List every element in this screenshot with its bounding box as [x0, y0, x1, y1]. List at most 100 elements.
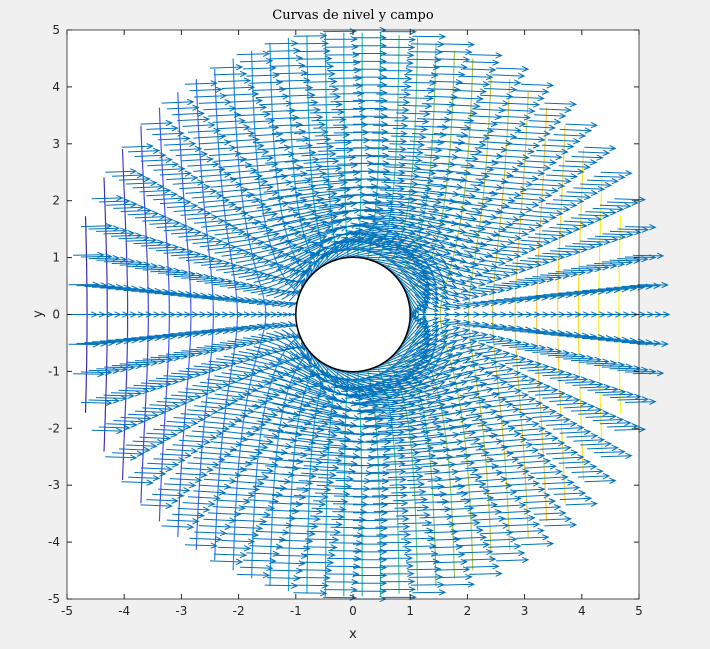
quiver-arrow — [511, 222, 544, 229]
quiver-arrow — [556, 400, 588, 407]
quiver-arrow — [498, 230, 530, 237]
quiver-arrow — [397, 102, 433, 110]
quiver-arrow — [450, 376, 481, 386]
quiver-arrow — [374, 212, 417, 220]
quiver-arrow — [400, 364, 439, 381]
quiver-arrow — [558, 163, 592, 171]
quiver-arrow — [98, 424, 131, 431]
x-tick-label: -3 — [175, 604, 187, 618]
quiver-arrow — [301, 551, 336, 559]
quiver-arrow — [557, 376, 589, 383]
quiver-arrow — [431, 71, 466, 78]
quiver-arrow — [104, 364, 136, 371]
quiver-arrow — [402, 460, 439, 467]
quiver-arrow — [454, 420, 488, 428]
quiver-arrow — [189, 536, 223, 543]
quiver-arrow — [187, 461, 220, 468]
quiver-arrow — [353, 223, 399, 230]
quiver-arrow — [629, 282, 661, 289]
quiver-arrow — [173, 206, 206, 213]
quiver-arrow — [477, 363, 507, 371]
quiver-arrow — [451, 179, 486, 186]
quiver-arrow — [637, 281, 669, 289]
quiver-arrow — [159, 170, 193, 177]
quiver-arrow — [166, 447, 199, 455]
quiver-arrow — [256, 299, 279, 306]
quiver-arrow — [466, 563, 500, 570]
quiver-arrow — [146, 497, 179, 504]
quiver-arrow — [339, 183, 379, 190]
quiver-arrow — [422, 236, 457, 248]
quiver-arrow — [187, 214, 219, 221]
quiver-arrow — [401, 386, 440, 399]
quiver-arrow — [252, 86, 287, 93]
quiver-arrow — [158, 487, 191, 494]
quiver-arrow — [314, 131, 351, 139]
quiver-arrow — [326, 184, 365, 191]
quiver-arrow — [414, 446, 451, 453]
quiver-arrow — [324, 578, 359, 586]
quiver-arrow — [409, 402, 446, 412]
quiver-arrow — [163, 396, 195, 403]
quiver-arrow — [155, 246, 187, 253]
quiver-arrow — [592, 416, 625, 423]
quiver-arrow — [249, 455, 284, 462]
quiver-arrow — [459, 195, 494, 203]
quiver-arrow — [210, 416, 243, 423]
quiver-arrow — [592, 206, 625, 213]
quiver-arrow — [430, 483, 466, 490]
quiver-arrow — [148, 244, 180, 251]
quiver-arrow — [409, 217, 446, 227]
quiver-arrow — [219, 162, 253, 169]
quiver-arrow — [222, 191, 255, 199]
quiver-arrow — [329, 532, 365, 539]
quiver-arrow — [104, 258, 136, 265]
quiver-arrow — [178, 232, 210, 239]
quiver-arrow — [271, 62, 306, 69]
quiver-arrow — [231, 269, 259, 276]
quiver-arrow — [545, 201, 578, 209]
quiver-arrow — [280, 438, 317, 446]
quiver-arrow — [331, 106, 367, 113]
quiver-arrow — [316, 139, 353, 146]
quiver-arrow — [296, 486, 332, 493]
quiver-arrow — [414, 176, 451, 183]
quiver-arrow — [293, 128, 329, 136]
quiver-arrow — [148, 378, 180, 385]
quiver-arrow — [402, 162, 439, 169]
quiver-arrow — [248, 373, 278, 383]
quiver-arrow — [392, 496, 429, 503]
quiver-arrow — [570, 406, 603, 414]
quiver-arrow — [293, 235, 328, 250]
quiver-arrow — [512, 261, 543, 268]
quiver-arrow — [452, 481, 487, 488]
quiver-arrow — [286, 515, 322, 523]
quiver-arrow — [437, 423, 472, 431]
quiver-arrow — [219, 281, 248, 288]
y-tick-label: 5 — [52, 23, 60, 37]
quiver-arrow — [377, 539, 412, 546]
quiver-arrow — [534, 253, 566, 261]
quiver-arrow — [185, 387, 217, 394]
quiver-arrow — [438, 401, 473, 410]
quiver-arrow — [493, 283, 523, 290]
quiver-arrow — [572, 241, 604, 248]
quiver-arrow — [368, 460, 406, 468]
quiver-arrow — [210, 206, 243, 213]
quiver-arrow — [206, 244, 238, 251]
quiver-arrow — [219, 341, 248, 348]
quiver-arrow — [308, 101, 344, 108]
quiver-arrow — [533, 440, 566, 447]
quiver-arrow — [127, 210, 160, 217]
y-tick-label: -1 — [48, 364, 60, 378]
quiver-arrow — [301, 471, 337, 479]
quiver-arrow — [329, 199, 370, 206]
quiver-arrow — [283, 280, 301, 293]
quiver-arrow — [493, 502, 527, 509]
quiver-arrow — [496, 468, 530, 475]
quiver-arrow — [110, 232, 143, 239]
quiver-arrow — [255, 235, 287, 245]
quiver-arrow — [156, 399, 188, 406]
quiver-arrow — [123, 287, 155, 294]
quiver-arrow — [497, 355, 527, 363]
